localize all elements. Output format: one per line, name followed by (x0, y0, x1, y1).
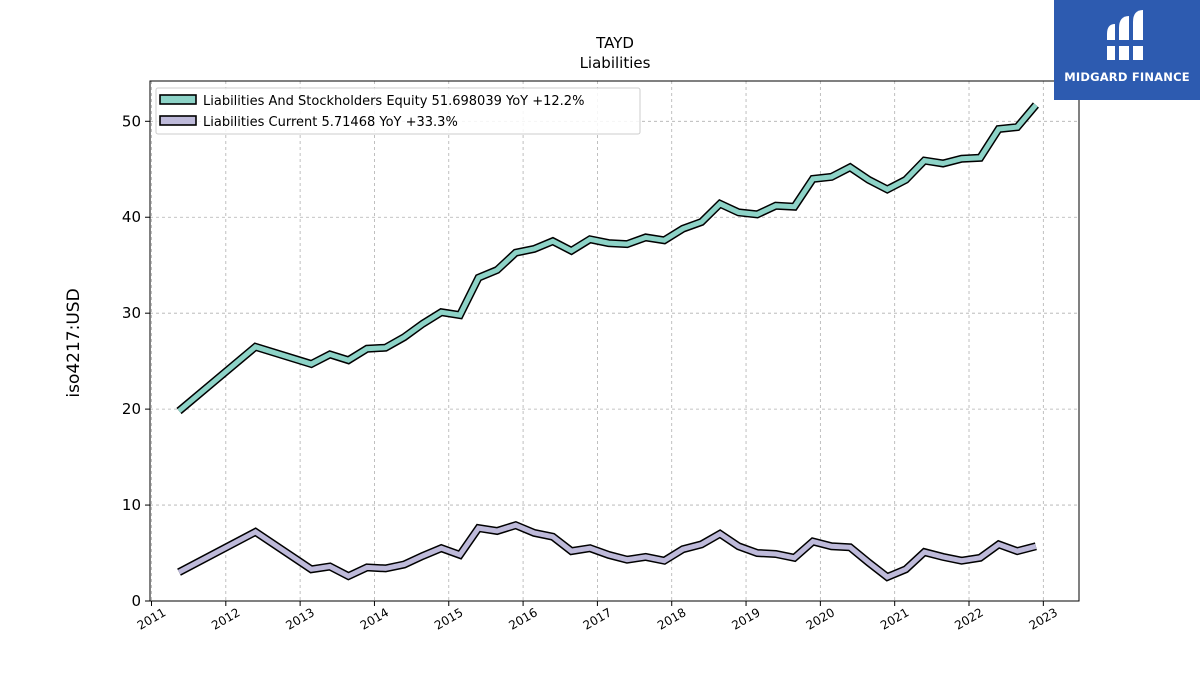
x-tick-label: 2023 (1027, 605, 1060, 632)
y-tick-label: 0 (131, 592, 141, 610)
x-tick-label: 2013 (283, 605, 316, 632)
legend-box (155, 87, 641, 135)
x-tick-label: 2019 (729, 605, 762, 632)
x-tick-label: 2018 (655, 605, 688, 632)
y-axis: 0 10 20 30 40 50 (122, 112, 150, 610)
chart-title: TAYD (595, 34, 634, 52)
x-tick-label: 2015 (432, 605, 465, 632)
plot-frame (149, 80, 1080, 602)
series-1-stroke (177, 103, 1038, 413)
x-tick-label: 2014 (358, 605, 391, 632)
x-axis: 2011 2012 2013 2014 2015 2016 2017 2018 2019 2020… (135, 601, 1060, 633)
legend-swatch-1 (159, 94, 197, 105)
brand-logo: MIDGARD FINANCE (1054, 0, 1200, 100)
y-tick-label: 30 (122, 304, 141, 322)
legend: Liabilities And Stockholders Equity 51.6… (155, 87, 641, 135)
y-tick-label: 40 (122, 208, 141, 226)
y-tick-label: 50 (122, 112, 141, 130)
legend-entry-2: Liabilities Current 5.71468 YoY +33.3% (159, 115, 458, 130)
x-tick-label: 2016 (506, 605, 539, 632)
y-tick-label: 20 (122, 400, 141, 418)
x-tick-label: 2022 (952, 605, 985, 632)
series-2-stroke (177, 522, 1037, 580)
legend-entry-1: Liabilities And Stockholders Equity 51.6… (159, 94, 584, 109)
y-tick-label: 10 (122, 496, 141, 514)
series-lines (176, 102, 1039, 582)
x-tick-label: 2020 (804, 605, 837, 632)
brand-logo-text: MIDGARD FINANCE (1064, 70, 1190, 84)
series-1-line (176, 102, 1039, 415)
legend-swatch-2 (159, 115, 197, 126)
y-axis-label: iso4217:USD (64, 288, 84, 397)
brand-logo-icon (1105, 10, 1147, 60)
x-tick-label: 2017 (581, 605, 614, 632)
legend-label-1: Liabilities And Stockholders Equity 51.6… (203, 94, 584, 109)
chart-subtitle: Liabilities (580, 54, 651, 72)
x-tick-label: 2012 (209, 605, 242, 632)
x-tick-label: 2021 (878, 605, 911, 632)
legend-label-2: Liabilities Current 5.71468 YoY +33.3% (203, 115, 458, 130)
series-2-line (177, 520, 1037, 582)
